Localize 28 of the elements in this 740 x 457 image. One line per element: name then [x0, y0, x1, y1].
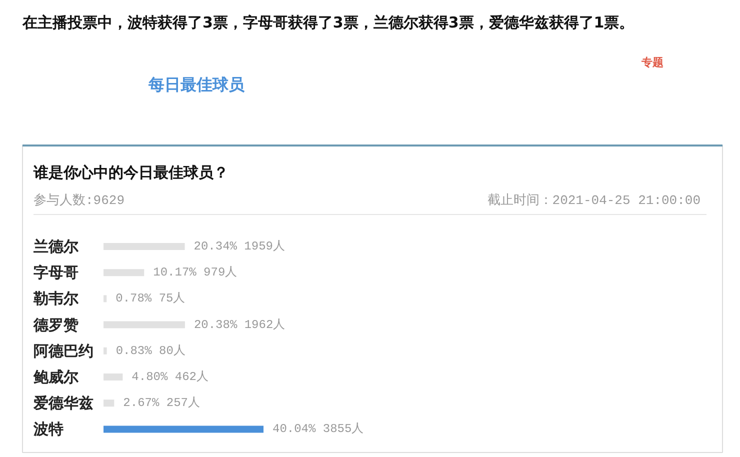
bar	[104, 374, 123, 380]
data-label: 2.67% 257人	[123, 396, 200, 410]
y-tick-label: 兰德尔	[32, 238, 80, 256]
data-label: 4.80% 462人	[132, 370, 208, 384]
text: 截止时间：2021-04-25 21:00:00	[487, 193, 701, 208]
chart-subtitle: 参与人数:9629	[34, 193, 125, 208]
y-tick-label: 勒韦尔	[32, 290, 80, 308]
chart-title: 谁是你心中的今日最佳球员？	[32, 164, 228, 182]
data-label: 20.34% 1959人	[194, 240, 285, 254]
y-tick-label: 阿德巴约	[34, 342, 94, 360]
text: 每日最佳球员	[148, 75, 246, 94]
y-tick-label: 字母哥	[34, 264, 78, 282]
bar	[104, 269, 144, 276]
y-tick-label: 波特	[32, 420, 64, 438]
text: 在主播投票中，波特获得了3票，字母哥获得了3票，兰德尔获得3票，爱德华兹获得了1票。	[22, 14, 634, 32]
text: 专题	[640, 56, 664, 69]
bar	[104, 400, 114, 407]
data-label: 0.78% 75人	[116, 292, 186, 306]
data-label: 20.38% 1962人	[194, 318, 286, 332]
data-label: 40.04% 3855人	[272, 422, 364, 436]
bar	[104, 426, 264, 433]
bar	[104, 321, 185, 328]
bar	[104, 243, 185, 250]
y-tick-label: 爱德华兹	[32, 394, 94, 412]
y-tick-label: 鲍威尔	[32, 368, 80, 386]
data-label: 0.83% 80人	[116, 344, 186, 358]
y-tick-label: 德罗赞	[32, 316, 78, 334]
data-label: 10.17% 979人	[153, 266, 238, 280]
